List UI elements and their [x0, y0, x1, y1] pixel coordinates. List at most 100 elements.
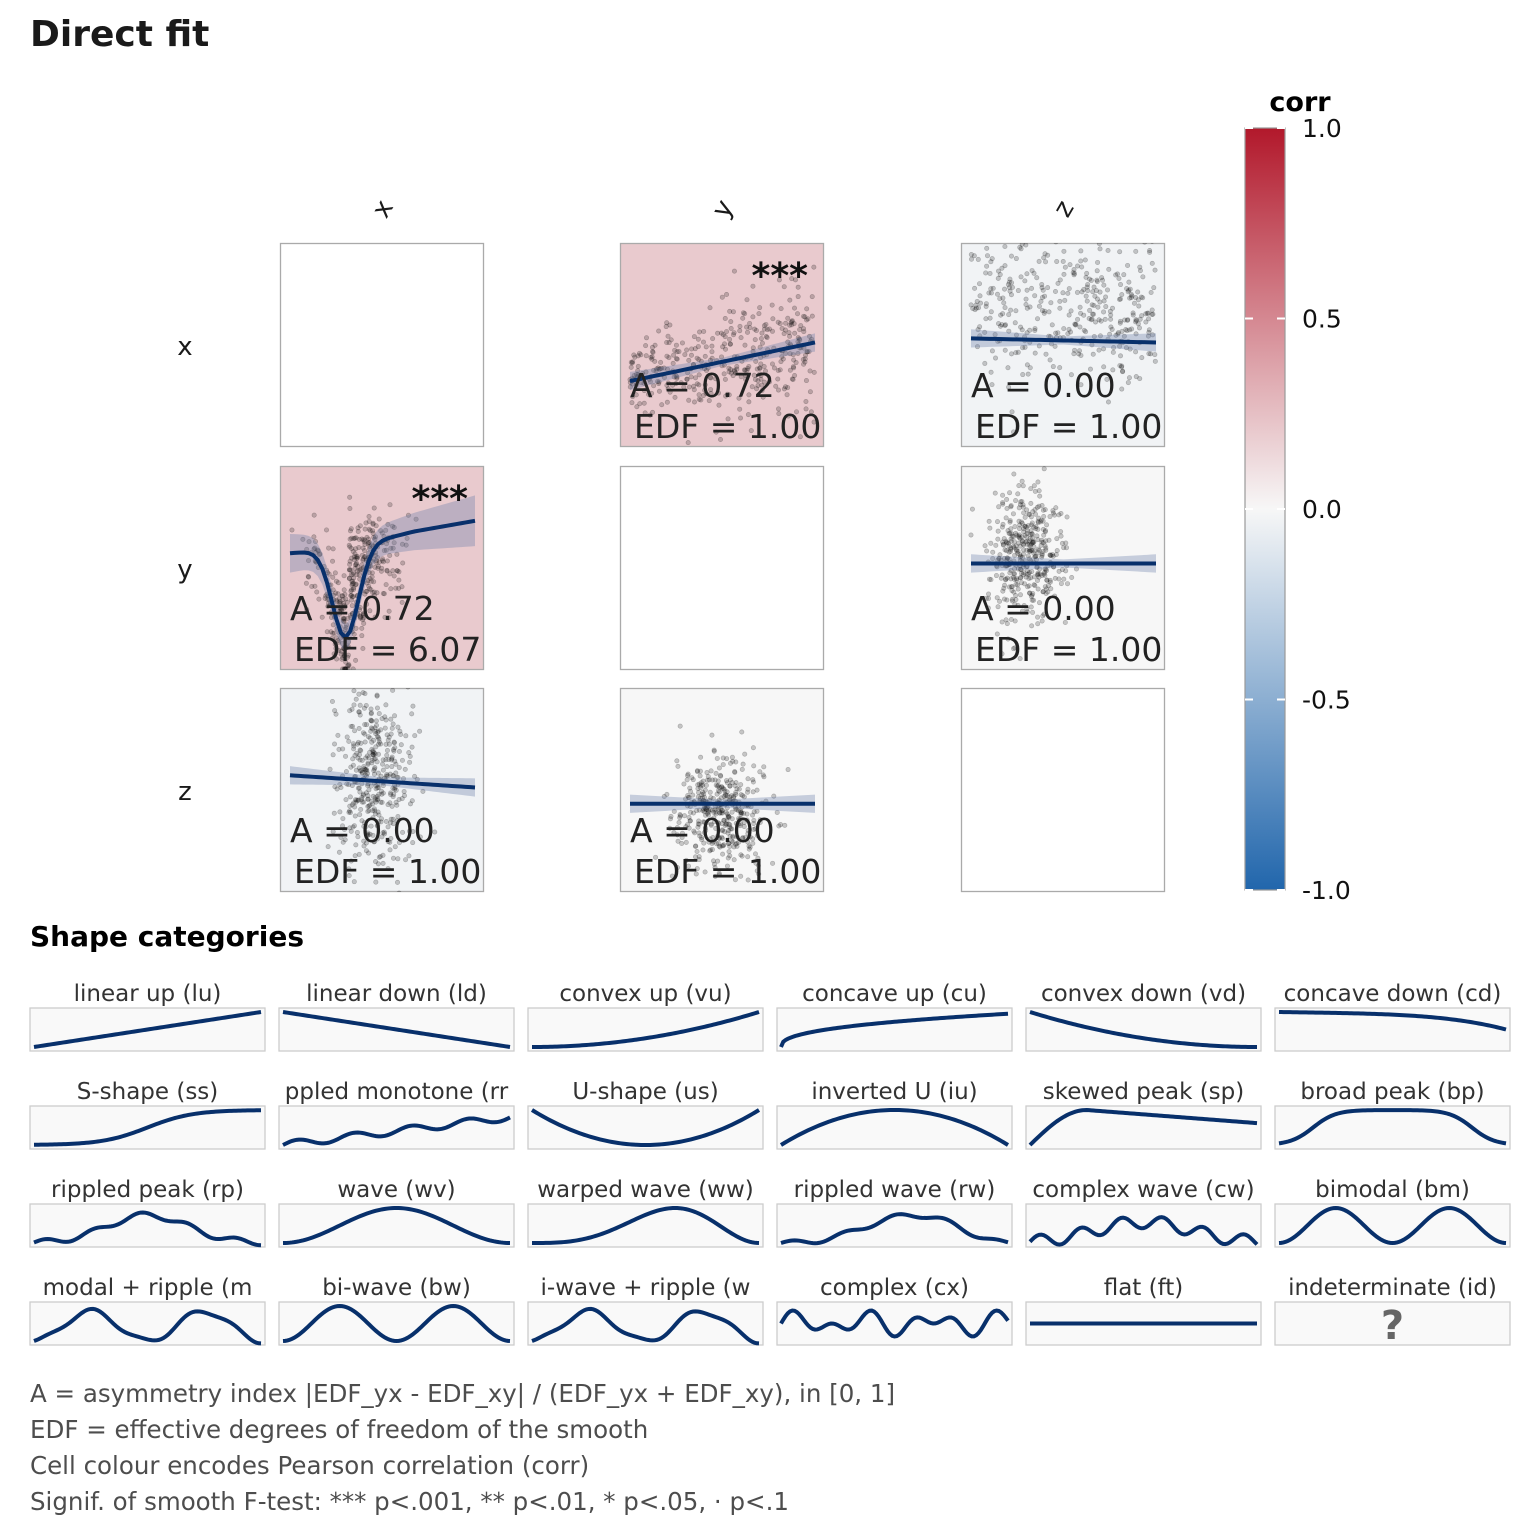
data-point — [1002, 347, 1008, 353]
data-point — [300, 536, 306, 542]
data-point — [341, 587, 347, 593]
data-point — [1007, 518, 1013, 524]
data-point — [1024, 606, 1030, 612]
data-point — [378, 799, 384, 805]
data-point — [1053, 552, 1059, 558]
data-point — [365, 536, 371, 542]
data-point — [998, 575, 1004, 581]
shape-category-vu: convex up (vu) — [527, 981, 764, 1052]
data-point — [1056, 512, 1062, 518]
data-point — [720, 332, 726, 338]
data-point — [727, 777, 733, 783]
data-point — [1006, 584, 1012, 590]
data-point — [337, 607, 343, 613]
data-point — [775, 376, 781, 382]
data-point — [689, 775, 695, 781]
data-point — [739, 766, 745, 772]
data-point — [374, 692, 380, 698]
data-point — [809, 313, 815, 319]
data-point — [661, 793, 667, 799]
data-point — [355, 785, 361, 791]
data-point — [363, 520, 369, 526]
data-point — [367, 749, 373, 755]
data-point — [726, 392, 732, 398]
data-point — [1086, 315, 1092, 321]
data-point — [757, 371, 763, 377]
data-point — [727, 336, 733, 342]
data-point — [977, 293, 983, 299]
data-point — [1028, 500, 1034, 506]
data-point — [351, 631, 357, 637]
data-point — [696, 372, 702, 378]
data-point — [740, 315, 746, 321]
data-point — [362, 766, 368, 772]
data-point — [629, 360, 635, 366]
data-point — [385, 615, 391, 621]
data-point — [733, 791, 739, 797]
cell-background — [960, 242, 1166, 448]
data-point — [1078, 310, 1084, 316]
data-point — [384, 558, 390, 564]
matrix-cell-x-x — [279, 242, 485, 448]
data-point — [1121, 221, 1125, 225]
data-point — [785, 385, 791, 391]
data-point — [1048, 586, 1054, 592]
data-point — [399, 584, 405, 590]
data-point — [740, 793, 746, 799]
data-point — [1036, 547, 1042, 553]
data-point — [362, 820, 368, 826]
data-point — [1006, 284, 1012, 290]
data-point — [391, 740, 397, 746]
data-point — [363, 766, 369, 772]
data-point — [1133, 317, 1139, 323]
data-point — [365, 796, 371, 802]
data-point — [713, 429, 719, 435]
data-point — [691, 828, 697, 834]
data-point — [361, 823, 367, 829]
data-point — [364, 601, 370, 607]
data-point — [1054, 536, 1060, 542]
data-point — [727, 794, 733, 800]
data-point — [722, 893, 726, 897]
data-point — [754, 787, 760, 793]
data-point — [696, 357, 702, 363]
data-point — [396, 765, 402, 771]
data-point — [771, 793, 777, 799]
data-point — [1019, 538, 1025, 544]
data-point — [378, 741, 384, 747]
data-point — [377, 739, 383, 745]
data-point — [720, 755, 726, 761]
data-point — [1078, 258, 1084, 264]
data-point — [356, 545, 362, 551]
data-point — [1145, 310, 1151, 316]
data-point — [970, 305, 976, 311]
data-point — [1021, 542, 1027, 548]
data-point — [1125, 380, 1131, 386]
data-point — [1094, 279, 1100, 285]
data-point — [681, 781, 687, 787]
data-point — [370, 793, 376, 799]
data-point — [761, 326, 767, 332]
shape-category-us: U-shape (us) — [527, 1079, 764, 1150]
data-point — [338, 785, 344, 791]
data-point — [367, 735, 373, 741]
data-point — [351, 586, 357, 592]
shape-curve — [780, 1212, 1009, 1246]
data-point — [671, 830, 677, 836]
data-point — [783, 350, 789, 356]
data-point — [1041, 310, 1047, 316]
data-point — [1042, 584, 1048, 590]
data-point — [977, 281, 983, 287]
data-point — [342, 666, 348, 670]
data-point — [1095, 259, 1101, 265]
data-point — [345, 666, 351, 670]
cell-background — [279, 687, 485, 893]
data-point — [990, 556, 996, 562]
data-point — [673, 373, 679, 379]
data-point — [1043, 538, 1049, 544]
data-point — [350, 723, 356, 729]
data-point — [1050, 364, 1056, 370]
data-point — [389, 725, 395, 731]
shape-curve — [1278, 1205, 1507, 1246]
data-point — [745, 776, 751, 782]
